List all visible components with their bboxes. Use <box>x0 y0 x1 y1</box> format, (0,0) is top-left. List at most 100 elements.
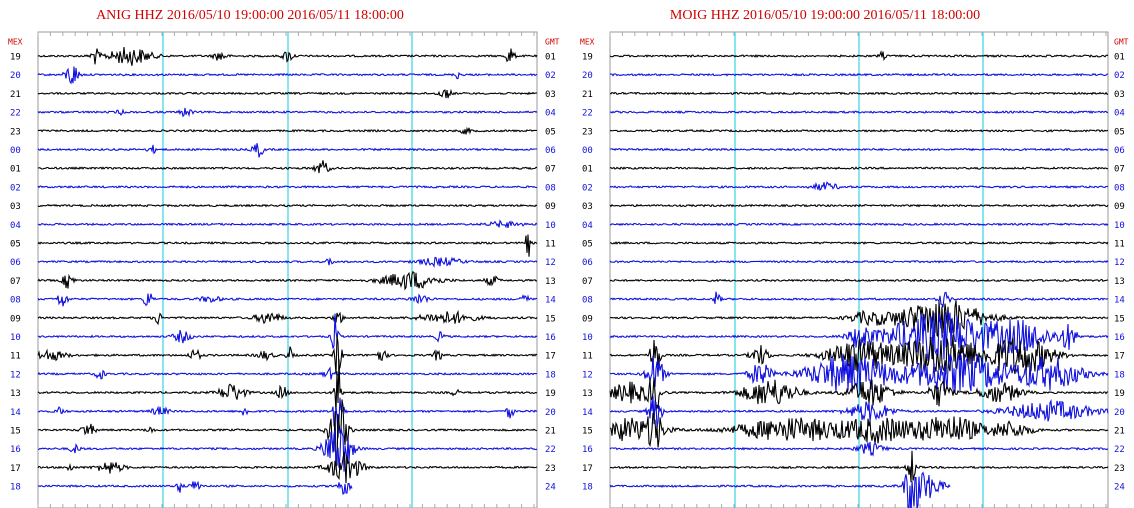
hour-label-local: 11 <box>582 352 593 362</box>
hour-label-gmt: 04 <box>1114 109 1125 119</box>
hour-label-local: 03 <box>10 202 21 212</box>
gmt-header: GMT <box>545 38 560 47</box>
hour-label-local: 20 <box>582 71 593 81</box>
hour-label-local: 13 <box>582 389 593 399</box>
hour-label-local: 09 <box>582 314 593 324</box>
hour-label-gmt: 01 <box>545 53 556 63</box>
hour-label-local: 19 <box>10 53 21 63</box>
hour-label-local: 00 <box>10 146 21 156</box>
seismic-trace <box>609 49 1109 62</box>
hour-label-local: 16 <box>10 445 21 455</box>
hour-label-local: 04 <box>10 221 21 231</box>
hour-label-gmt: 14 <box>545 296 556 306</box>
panel-title: ANIG HHZ 2016/05/10 19:00:00 2016/05/11 … <box>96 8 404 23</box>
hour-label-local: 00 <box>582 146 593 156</box>
seismic-trace <box>37 335 538 375</box>
hour-label-gmt: 19 <box>545 389 556 399</box>
hour-label-local: 18 <box>582 483 593 493</box>
hour-label-gmt: 07 <box>1114 165 1125 175</box>
hour-label-local: 17 <box>582 464 593 474</box>
hour-label-gmt: 02 <box>545 71 556 81</box>
seismic-trace <box>37 399 538 467</box>
hour-label-gmt: 18 <box>1114 370 1125 380</box>
hour-label-local: 14 <box>582 408 593 418</box>
hour-label-gmt: 14 <box>1114 296 1125 306</box>
hour-label-gmt: 21 <box>1114 427 1125 437</box>
seismic-trace <box>610 147 1109 152</box>
hour-label-local: 17 <box>10 464 21 474</box>
seismic-trace <box>37 203 538 208</box>
hour-label-gmt: 23 <box>1114 464 1125 474</box>
hour-label-local: 21 <box>582 90 593 100</box>
hour-label-gmt: 15 <box>545 314 556 324</box>
hour-label-gmt: 08 <box>1114 183 1125 193</box>
hour-label-local: 14 <box>10 408 21 418</box>
hour-label-gmt: 22 <box>1114 445 1125 455</box>
seismic-trace <box>609 377 1109 411</box>
hour-label-local: 23 <box>582 127 593 137</box>
hour-label-gmt: 04 <box>545 109 556 119</box>
seismic-trace <box>37 107 538 118</box>
seismic-trace <box>37 427 538 472</box>
hour-label-gmt: 11 <box>1114 240 1125 250</box>
hour-label-local: 01 <box>10 165 21 175</box>
seismic-trace <box>609 471 951 508</box>
hour-label-local: 04 <box>582 221 593 231</box>
seismic-trace <box>37 309 538 326</box>
hour-label-gmt: 10 <box>1114 221 1125 231</box>
hour-label-gmt: 20 <box>1114 408 1125 418</box>
seismic-trace <box>37 126 538 135</box>
hour-label-gmt: 23 <box>545 464 556 474</box>
seismic-trace <box>609 278 1109 283</box>
seismic-trace <box>609 334 1109 375</box>
hour-label-gmt: 03 <box>1114 90 1125 100</box>
hour-label-gmt: 12 <box>1114 258 1125 268</box>
hour-label-local: 22 <box>582 109 593 119</box>
seismic-trace <box>609 110 1109 115</box>
hour-label-gmt: 05 <box>1114 127 1125 137</box>
seismic-trace <box>609 203 1109 208</box>
hour-label-gmt: 16 <box>1114 333 1125 343</box>
hour-label-local: 07 <box>582 277 593 287</box>
hour-label-local: 10 <box>10 333 21 343</box>
hour-label-local: 08 <box>10 296 21 306</box>
hour-label-local: 02 <box>10 183 21 193</box>
hour-label-gmt: 01 <box>1114 53 1125 63</box>
seismic-trace <box>609 441 1109 457</box>
seismic-trace <box>609 241 1109 245</box>
hour-label-local: 09 <box>10 314 21 324</box>
hour-label-gmt: 21 <box>545 427 556 437</box>
seismic-trace <box>37 160 538 174</box>
seismic-trace <box>609 91 1108 96</box>
seismic-trace <box>609 395 1109 428</box>
hour-label-gmt: 16 <box>545 333 556 343</box>
seismic-trace <box>609 311 1109 361</box>
hour-label-gmt: 22 <box>545 445 556 455</box>
seismic-trace <box>609 166 1108 171</box>
seismic-trace <box>609 181 1109 191</box>
hour-label-local: 11 <box>10 352 21 362</box>
seismic-trace <box>609 300 1109 338</box>
seismic-trace <box>37 234 538 257</box>
hour-label-local: 06 <box>10 258 21 268</box>
hour-label-gmt: 08 <box>545 183 556 193</box>
seismic-trace <box>37 293 538 307</box>
hour-label-gmt: 02 <box>1114 71 1125 81</box>
mex-header: MEX <box>8 38 23 47</box>
hour-label-gmt: 09 <box>1114 202 1125 212</box>
seismic-trace <box>609 450 1109 483</box>
hour-label-local: 19 <box>582 53 593 63</box>
seismic-trace <box>37 451 538 484</box>
hour-label-local: 13 <box>10 389 21 399</box>
hour-label-local: 05 <box>10 240 21 250</box>
seismic-trace <box>37 185 538 189</box>
hour-label-local: 20 <box>10 71 21 81</box>
hour-label-gmt: 13 <box>1114 277 1125 287</box>
seismic-trace <box>37 143 538 158</box>
seismic-trace <box>37 219 538 229</box>
seismic-trace <box>37 47 538 66</box>
hour-label-local: 22 <box>10 109 21 119</box>
seismic-trace <box>609 128 1109 133</box>
seismic-trace <box>37 270 538 291</box>
